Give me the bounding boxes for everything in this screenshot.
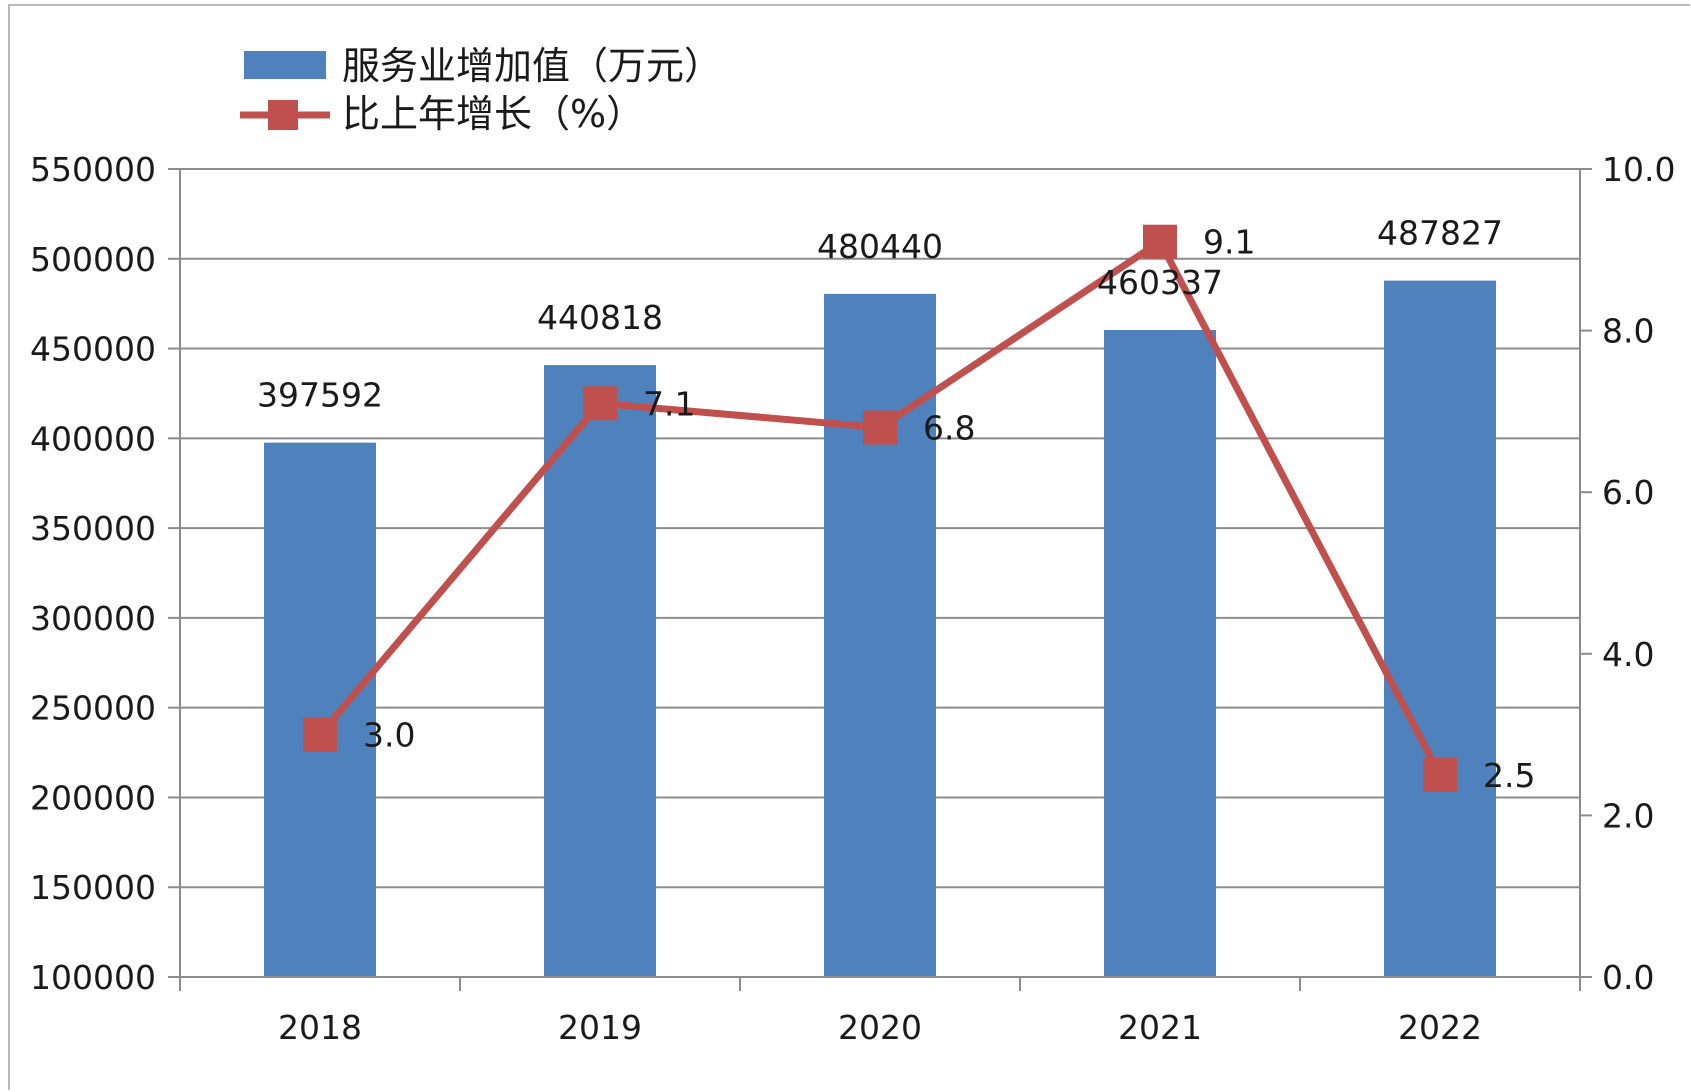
x-tick-label: 2018 xyxy=(278,1008,362,1047)
legend-line-marker xyxy=(268,100,298,130)
left-tick-label: 300000 xyxy=(30,599,156,638)
right-tick-label: 10.0 xyxy=(1602,150,1675,189)
x-tick-label: 2021 xyxy=(1118,1008,1202,1047)
right-tick-label: 8.0 xyxy=(1602,312,1654,351)
legend-bar-label: 服务业增加值（万元） xyxy=(342,44,722,88)
bar xyxy=(824,293,936,978)
left-tick-label: 150000 xyxy=(30,868,156,907)
growth-marker xyxy=(303,717,337,752)
growth-marker xyxy=(863,410,897,445)
bar-value-label: 487827 xyxy=(1377,214,1503,253)
right-tick-label: 0.0 xyxy=(1602,958,1654,997)
bar xyxy=(264,442,376,977)
growth-marker xyxy=(1423,758,1457,792)
bar xyxy=(1104,329,1216,978)
x-tick-label: 2020 xyxy=(838,1008,922,1047)
left-tick-label: 350000 xyxy=(30,509,156,548)
left-tick-label: 200000 xyxy=(30,778,156,817)
bar-value-label: 397592 xyxy=(257,376,383,415)
right-tick-label: 4.0 xyxy=(1602,635,1654,674)
bar-series xyxy=(264,280,1496,978)
chart-frame xyxy=(8,4,1690,1090)
growth-marker xyxy=(583,386,617,421)
left-tick-label: 500000 xyxy=(30,240,156,279)
right-tick-label: 6.0 xyxy=(1602,473,1654,512)
left-tick-label: 550000 xyxy=(30,150,156,189)
left-tick-label: 100000 xyxy=(30,958,156,997)
right-tick-label: 2.0 xyxy=(1602,796,1654,835)
x-tick-label: 2019 xyxy=(558,1008,642,1047)
legend-line-label: 比上年增长（%） xyxy=(342,92,644,136)
growth-value-label: 6.8 xyxy=(923,409,975,448)
growth-value-label: 2.5 xyxy=(1483,756,1535,795)
bar-value-label: 480440 xyxy=(817,227,943,266)
bar xyxy=(544,365,656,977)
growth-marker xyxy=(1143,224,1177,259)
left-tick-label: 250000 xyxy=(30,689,156,728)
data-labels: 397592 440818 480440 460337 487827 3.0 7.1 6.8 9… xyxy=(257,214,1535,795)
bar-value-label: 460337 xyxy=(1097,263,1223,302)
legend: 服务业增加值（万元）比上年增长（%） xyxy=(240,44,722,136)
growth-value-label: 3.0 xyxy=(363,716,415,755)
growth-value-label: 7.1 xyxy=(643,384,695,423)
growth-value-label: 9.1 xyxy=(1203,223,1255,262)
left-tick-label: 400000 xyxy=(30,419,156,458)
bar xyxy=(1384,280,1496,977)
x-tick-label: 2022 xyxy=(1398,1008,1482,1047)
line-series xyxy=(303,224,1457,792)
legend-bar-swatch xyxy=(244,51,326,79)
bar-value-label: 440818 xyxy=(537,298,663,337)
axes: 100000 150000 200000 250000 300000 350000 4000… xyxy=(30,150,1675,1047)
left-tick-label: 450000 xyxy=(30,330,156,369)
